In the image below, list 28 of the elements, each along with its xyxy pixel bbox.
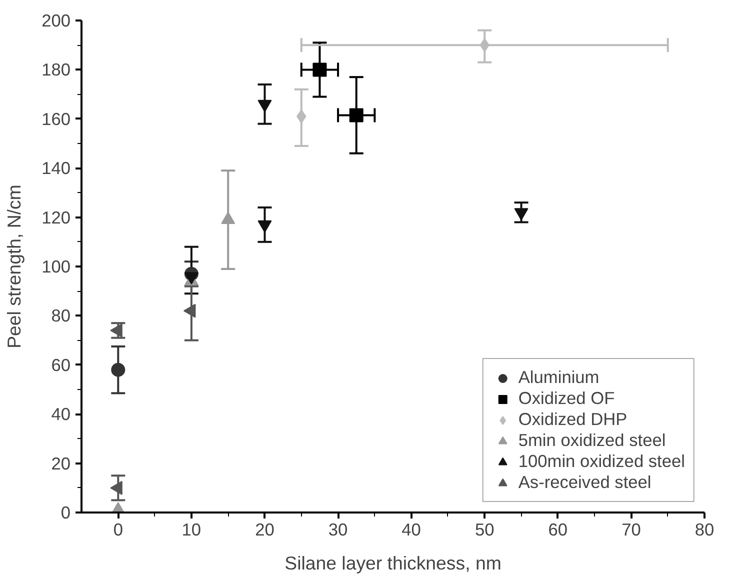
x-axis-title: Silane layer thickness, nm — [284, 552, 502, 574]
y-tick-label: 180 — [42, 60, 71, 80]
legend-label: As-received steel — [518, 472, 652, 493]
x-tick-label: 70 — [622, 520, 641, 540]
x-tick-label: 40 — [402, 520, 421, 540]
legend-label: Oxidized OF — [518, 388, 615, 409]
x-tick-label: 60 — [548, 520, 568, 540]
legend-label: 100min oxidized steel — [518, 451, 685, 472]
legend-label: Oxidized DHP — [518, 409, 628, 430]
y-tick-label: 0 — [60, 502, 71, 522]
x-tick-label: 10 — [182, 520, 202, 540]
y-tick-label: 140 — [42, 158, 71, 178]
legend-label: Aluminium — [518, 367, 600, 388]
y-tick-label: 40 — [51, 404, 71, 424]
x-tick-label: 50 — [474, 520, 494, 540]
y-tick-label: 100 — [42, 256, 71, 276]
x-tick-label: 80 — [694, 520, 714, 540]
x-tick-label: 20 — [255, 520, 274, 540]
legend-label: 5min oxidized steel — [518, 430, 666, 451]
y-axis-title: Peel strength, N/cm — [4, 184, 25, 348]
y-tick-label: 20 — [51, 453, 71, 474]
x-tick-label: 30 — [328, 520, 348, 540]
x-tick-label: 0 — [113, 520, 123, 540]
y-tick-label: 200 — [42, 10, 71, 30]
y-tick-label: 80 — [51, 306, 71, 326]
y-tick-label: 60 — [51, 354, 71, 375]
y-tick-label: 160 — [42, 108, 71, 129]
y-tick-label: 120 — [42, 207, 71, 228]
